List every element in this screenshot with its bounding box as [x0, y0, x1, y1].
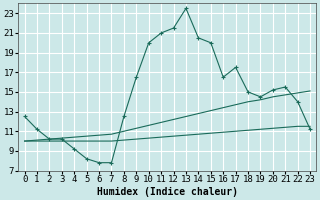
X-axis label: Humidex (Indice chaleur): Humidex (Indice chaleur): [97, 186, 238, 197]
